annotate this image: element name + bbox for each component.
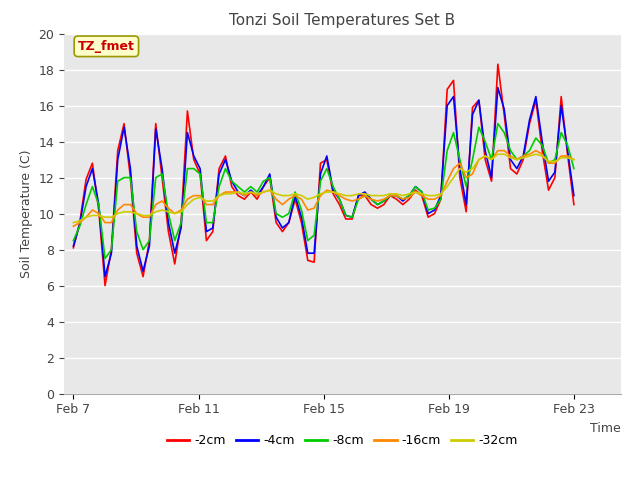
-2cm [399, 202, 406, 207]
-16cm [519, 153, 527, 159]
Line: -4cm: -4cm [74, 87, 574, 276]
Title: Tonzi Soil Temperatures Set B: Tonzi Soil Temperatures Set B [229, 13, 456, 28]
-4cm [418, 189, 426, 195]
-16cm [494, 148, 502, 154]
-4cm [298, 214, 305, 220]
-2cm [525, 120, 533, 126]
-2cm [380, 202, 388, 207]
-16cm [412, 189, 419, 195]
-2cm [570, 202, 578, 207]
-8cm [525, 148, 533, 154]
-2cm [494, 61, 502, 67]
-8cm [418, 189, 426, 195]
-16cm [291, 192, 299, 199]
-16cm [367, 196, 375, 202]
Text: Time: Time [590, 422, 621, 435]
-4cm [70, 243, 77, 249]
Y-axis label: Soil Temperature (C): Soil Temperature (C) [20, 149, 33, 278]
Line: -16cm: -16cm [74, 151, 574, 226]
-32cm [374, 192, 381, 199]
Line: -32cm: -32cm [74, 154, 574, 223]
-32cm [494, 151, 502, 157]
-4cm [494, 84, 502, 90]
Legend: -2cm, -4cm, -8cm, -16cm, -32cm: -2cm, -4cm, -8cm, -16cm, -32cm [162, 429, 523, 452]
-2cm [374, 205, 381, 211]
-8cm [374, 202, 381, 207]
Line: -8cm: -8cm [74, 123, 574, 259]
-4cm [525, 117, 533, 123]
Line: -2cm: -2cm [74, 64, 574, 286]
-32cm [291, 191, 299, 197]
-2cm [101, 283, 109, 288]
-8cm [298, 207, 305, 213]
-4cm [374, 202, 381, 207]
-32cm [367, 192, 375, 199]
-16cm [374, 198, 381, 204]
-4cm [380, 198, 388, 204]
-8cm [380, 198, 388, 204]
-8cm [570, 166, 578, 171]
-16cm [570, 156, 578, 162]
-32cm [519, 155, 527, 161]
-8cm [399, 196, 406, 202]
-16cm [70, 223, 77, 229]
-2cm [298, 220, 305, 226]
-32cm [412, 189, 419, 195]
-8cm [70, 238, 77, 243]
-4cm [101, 274, 109, 279]
-8cm [494, 120, 502, 126]
Text: TZ_fmet: TZ_fmet [78, 40, 135, 53]
-2cm [70, 245, 77, 251]
-4cm [570, 192, 578, 199]
-32cm [393, 191, 401, 197]
-4cm [399, 198, 406, 204]
-8cm [101, 256, 109, 262]
-16cm [393, 192, 401, 199]
-32cm [70, 220, 77, 226]
-2cm [418, 192, 426, 199]
-32cm [570, 156, 578, 162]
